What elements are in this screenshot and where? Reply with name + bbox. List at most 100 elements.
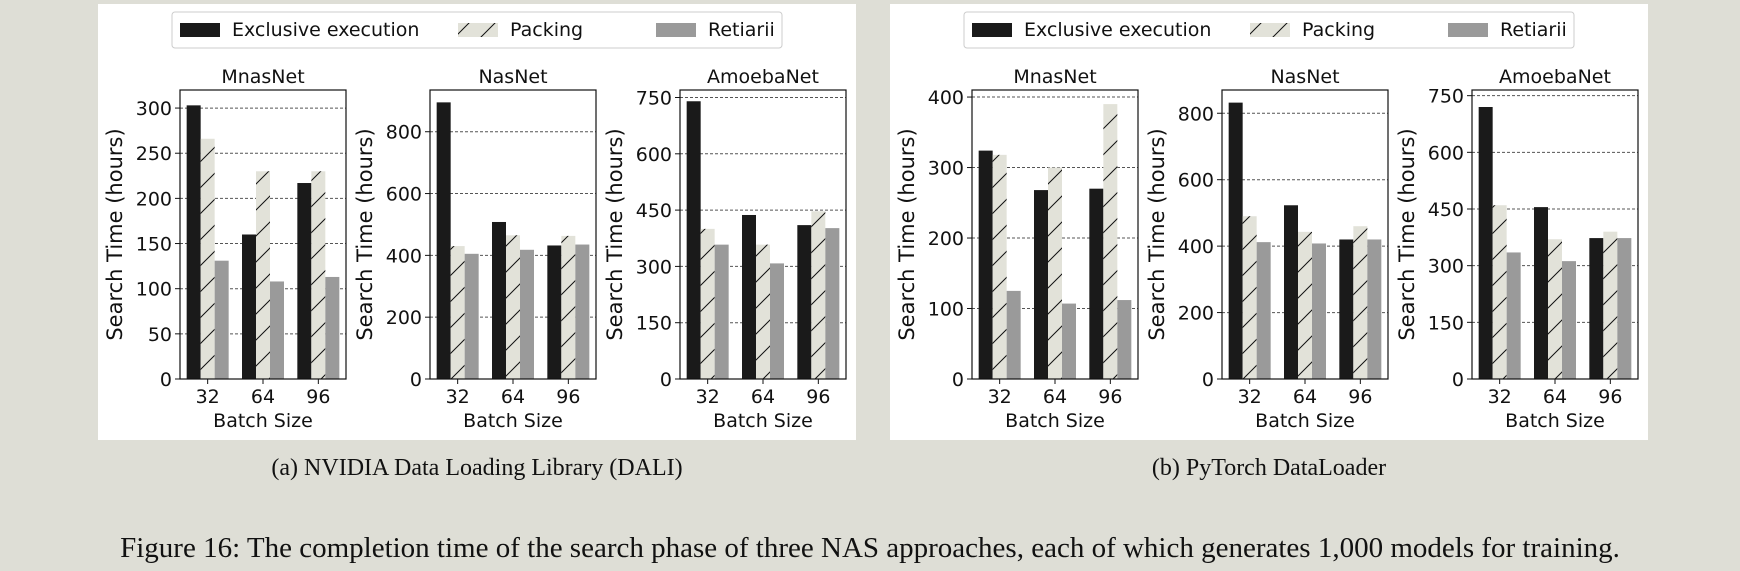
bar-retiarii-96 [1367, 239, 1382, 379]
plot-frame [179, 89, 347, 380]
chart-title: AmoebaNet [1499, 66, 1611, 88]
legend-swatch-retiarii [656, 23, 696, 37]
y-tick-label: 300 [636, 256, 672, 278]
x-axis-label: Batch Size [713, 410, 813, 432]
panel-b-caption: (b) PyTorch DataLoader [1151, 455, 1387, 481]
bar-retiarii-64 [1562, 261, 1576, 379]
bar-exclusive-64 [492, 221, 506, 379]
plot-frame [1471, 89, 1639, 380]
bar-retiarii-64 [770, 263, 784, 379]
y-tick-label: 600 [1178, 170, 1214, 192]
bar-retiarii-96 [1617, 238, 1632, 379]
y-tick-label: 300 [928, 158, 964, 180]
bar-packing-64 [1298, 231, 1312, 379]
bar-packing-32 [450, 246, 465, 379]
chart-title: NasNet [1270, 66, 1339, 88]
bar-exclusive-32 [186, 105, 201, 380]
panel-a: Exclusive execution Packing Retiarii 32 64 96… [98, 4, 856, 440]
y-axis-label: Search Time (hours) [895, 128, 919, 340]
y-tick-label: 200 [928, 228, 964, 250]
y-tick-label: 750 [1428, 86, 1464, 108]
bar-exclusive-64 [1034, 190, 1048, 379]
legend: Exclusive execution Packing Retiarii [171, 11, 783, 49]
bar-packing-32 [1242, 216, 1257, 379]
bar-exclusive-64 [242, 234, 256, 379]
x-tick-label: 64 [751, 386, 775, 408]
panel-b-charts: Exclusive execution Packing Retiarii 32 64 96… [895, 11, 1639, 432]
bar-packing-96 [1353, 226, 1368, 379]
plot-frame [971, 89, 1139, 380]
panel-b: Exclusive execution Packing Retiarii 32 64 96… [890, 4, 1648, 440]
x-tick-label: 32 [988, 386, 1012, 408]
bar-packing-32 [200, 138, 215, 379]
x-tick-label: 96 [1098, 386, 1122, 408]
y-tick-label: 600 [636, 144, 672, 166]
bar-exclusive-32 [978, 150, 993, 379]
panel-a-charts: Exclusive execution Packing Retiarii 32 64 96… [103, 11, 847, 432]
y-tick-label: 100 [136, 279, 172, 301]
bar-retiarii-64 [1312, 243, 1326, 379]
y-tick-label: 400 [386, 245, 422, 267]
bar-retiarii-96 [575, 244, 590, 379]
panel-a-caption: (a) NVIDIA Data Loading Library (DALI) [271, 455, 683, 481]
legend-swatch-retiarii [1448, 23, 1488, 37]
y-tick-label: 400 [1178, 236, 1214, 258]
y-tick-label: 200 [136, 188, 172, 210]
y-tick-label: 0 [952, 369, 964, 391]
y-axis-label: Search Time (hours) [1145, 128, 1169, 340]
legend-label-retiarii: Retiarii [708, 19, 775, 41]
bar-packing-64 [756, 244, 770, 379]
y-tick-label: 300 [136, 98, 172, 120]
bar-packing-64 [256, 171, 270, 379]
y-tick-label: 750 [636, 88, 672, 110]
bar-exclusive-32 [436, 102, 451, 379]
y-tick-label: 200 [1178, 303, 1214, 325]
bar-exclusive-96 [797, 225, 812, 379]
y-tick-label: 200 [386, 307, 422, 329]
bar-packing-32 [1492, 205, 1507, 379]
legend-label-exclusive: Exclusive execution [1024, 19, 1211, 41]
legend-label-packing: Packing [510, 19, 583, 41]
bar-retiarii-32 [214, 260, 229, 379]
bar-packing-32 [992, 154, 1007, 379]
bar-retiarii-32 [1506, 252, 1521, 379]
y-tick-label: 0 [1452, 369, 1464, 391]
legend-label-packing: Packing [1302, 19, 1375, 41]
y-tick-label: 450 [1428, 199, 1464, 221]
bar-exclusive-32 [1228, 102, 1243, 379]
y-tick-label: 600 [1428, 142, 1464, 164]
x-tick-label: 32 [696, 386, 720, 408]
bar-exclusive-64 [742, 214, 756, 379]
y-axis-label: Search Time (hours) [603, 128, 627, 340]
y-tick-label: 50 [148, 324, 172, 346]
chart-mnasnet: 32 64 96 0 100 200 300 400 MnasNet Batch Size Sear… [895, 66, 1139, 432]
bar-exclusive-32 [686, 101, 701, 380]
legend-swatch-packing [1250, 23, 1290, 37]
chart-amoebanet: 32 64 96 0 150 300 450 600 750 AmoebaNet Batch Siz… [603, 66, 847, 432]
bar-exclusive-64 [1534, 207, 1548, 379]
y-tick-label: 400 [928, 87, 964, 109]
x-tick-label: 96 [806, 386, 830, 408]
chart-nasnet: 32 64 96 0 200 400 600 800 NasNet Batch Size Searc… [353, 66, 597, 432]
x-axis-label: Batch Size [1255, 410, 1355, 432]
bar-packing-96 [311, 171, 326, 379]
legend-label-retiarii: Retiarii [1500, 19, 1567, 41]
bar-exclusive-32 [1478, 107, 1493, 379]
plot-frame [1221, 89, 1389, 380]
legend-swatch-packing [458, 23, 498, 37]
bar-retiarii-96 [825, 228, 840, 379]
plot-frame [679, 89, 847, 380]
y-tick-label: 100 [928, 299, 964, 321]
bar-retiarii-96 [325, 276, 340, 379]
chart-title: AmoebaNet [707, 66, 819, 88]
bar-packing-96 [561, 235, 576, 379]
x-tick-label: 32 [1238, 386, 1262, 408]
chart-title: NasNet [478, 66, 547, 88]
bar-retiarii-64 [270, 281, 284, 379]
legend-swatch-exclusive [972, 23, 1012, 37]
y-tick-label: 800 [386, 122, 422, 144]
y-tick-label: 250 [136, 143, 172, 165]
x-tick-label: 96 [1348, 386, 1372, 408]
legend: Exclusive execution Packing Retiarii [963, 11, 1575, 49]
plot-frame [429, 89, 597, 380]
